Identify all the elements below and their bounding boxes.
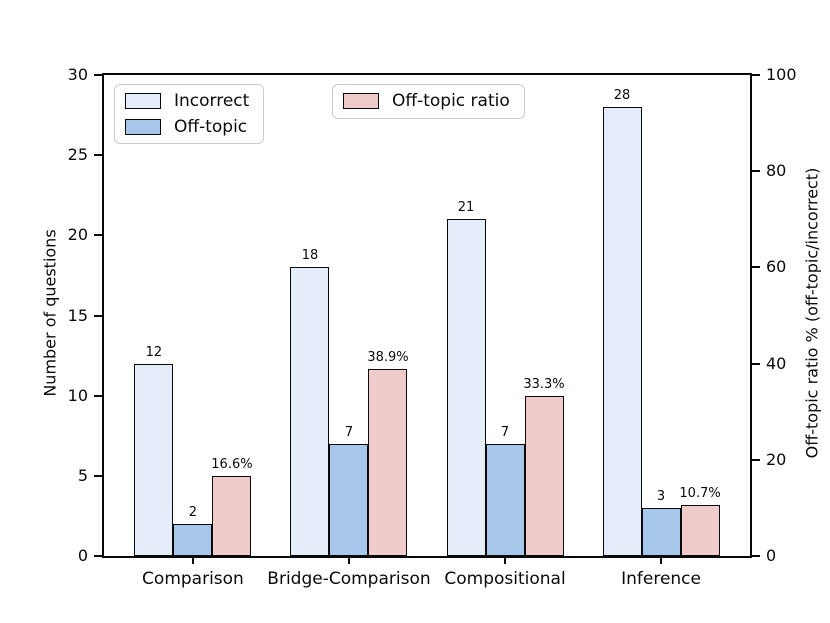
- y-tick-label-left: 20: [67, 225, 88, 245]
- y-tick-label-left: 15: [67, 305, 88, 325]
- y-tick-left: [94, 74, 102, 76]
- plot-area: Incorrect Off-topic Off-topic ratio 0 5 10 1…: [68, 65, 797, 589]
- x-tick: [660, 556, 663, 564]
- bar-value-label: 21: [457, 200, 475, 216]
- legend-entry: Off-topic: [125, 116, 249, 137]
- x-tick: [504, 556, 507, 564]
- bar-value-label: 7: [500, 424, 510, 440]
- y-tick-left: [94, 234, 102, 237]
- y-tick-left: [94, 314, 102, 317]
- y-tick-label-left: 30: [67, 65, 88, 84]
- left-axis-title: Number of questions: [40, 229, 60, 397]
- legend-box-counts: Incorrect Off-topic: [114, 84, 265, 145]
- bar-incorrect: [446, 219, 486, 556]
- y-tick-left: [94, 555, 102, 557]
- bar-off-topic: [485, 443, 525, 556]
- y-tick-label-right: 40: [766, 353, 787, 373]
- bar-off-topic-ratio: [212, 476, 252, 556]
- y-tick-label-right: 80: [766, 161, 787, 181]
- legend-label: Incorrect: [174, 91, 250, 111]
- bar-off-topic: [641, 507, 681, 556]
- bar-value-label: 18: [301, 248, 319, 264]
- bar-off-topic-ratio: [524, 395, 564, 556]
- y-tick-right: [752, 266, 760, 269]
- y-tick-label-left: 25: [67, 145, 88, 165]
- legend-swatch: [125, 93, 161, 110]
- x-tick-label: Comparison: [142, 569, 244, 589]
- legend-label: Off-topic: [174, 116, 248, 137]
- y-tick-left: [94, 154, 102, 157]
- bar-off-topic-ratio: [680, 504, 720, 556]
- y-tick-label-left: 5: [77, 465, 88, 485]
- y-tick-label-left: 10: [67, 385, 88, 405]
- bar-value-label: 7: [344, 424, 354, 440]
- x-tick: [191, 556, 194, 564]
- bar-off-topic-ratio: [368, 368, 408, 556]
- y-tick-right: [752, 170, 760, 173]
- bar-off-topic: [329, 443, 369, 556]
- legend-label: Off-topic ratio: [392, 91, 510, 111]
- x-tick-label: Bridge-Comparison: [267, 569, 431, 589]
- y-tick-right: [752, 362, 760, 365]
- y-tick-right: [752, 74, 760, 76]
- legend-entry: Incorrect: [125, 92, 249, 111]
- bar-value-label: 2: [188, 504, 198, 520]
- x-tick: [347, 556, 350, 564]
- right-axis-title: Off-topic ratio % (off-topic/incorrect): [802, 167, 822, 459]
- legend-entry: Off-topic ratio: [343, 92, 510, 111]
- x-tick-label: Inference: [621, 569, 701, 589]
- legend-box-ratio: Off-topic ratio: [332, 84, 525, 119]
- legend-swatch: [343, 93, 379, 110]
- bar-value-label: 10.7%: [679, 485, 721, 501]
- bar-incorrect: [290, 267, 330, 556]
- y-tick-label-right: 0: [766, 546, 777, 565]
- bar-value-label: 38.9%: [367, 349, 409, 365]
- y-tick-left: [94, 394, 102, 397]
- bar-off-topic: [173, 523, 213, 556]
- x-tick-label: Compositional: [444, 569, 566, 589]
- bar-incorrect: [602, 107, 642, 556]
- y-tick-left: [94, 474, 102, 477]
- y-tick-right: [752, 555, 760, 557]
- bar-value-label: 28: [613, 88, 631, 104]
- bar-value-label: 33.3%: [523, 376, 565, 392]
- y-tick-label-left: 0: [77, 546, 88, 565]
- bar-value-label: 12: [145, 344, 163, 360]
- legend-swatch: [125, 119, 161, 136]
- y-tick-label-right: 20: [766, 449, 787, 469]
- bar-value-label: 3: [656, 488, 666, 504]
- y-tick-label-right: 100: [766, 65, 797, 84]
- y-tick-right: [752, 458, 760, 461]
- y-tick-label-right: 60: [766, 257, 787, 277]
- bar-incorrect: [134, 363, 174, 556]
- bar-value-label: 16.6%: [211, 457, 253, 473]
